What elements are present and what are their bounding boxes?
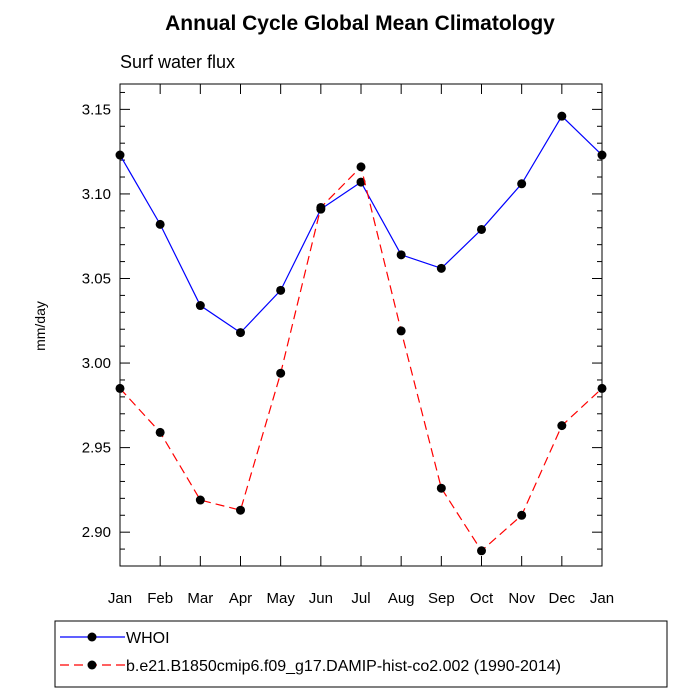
series-0-point: [557, 111, 567, 121]
x-tick-label: Jul: [351, 590, 370, 607]
series-1-point: [316, 202, 326, 212]
series-0-point: [115, 150, 125, 160]
series-0-point: [356, 177, 366, 187]
series-line-1: [119, 165, 603, 552]
y-tick-label: 3.05: [82, 270, 111, 287]
series-0-point: [436, 263, 446, 273]
y-tick-label: 3.15: [82, 101, 111, 118]
x-tick-label: Apr: [229, 590, 252, 607]
x-tick-label: Dec: [548, 590, 575, 607]
y-tick-label: 3.00: [82, 355, 111, 372]
legend-marker-0: [87, 632, 97, 642]
legend-label-1: b.e21.B1850cmip6.f09_g17.DAMIP-hist-co2.…: [126, 658, 561, 675]
legend-marker-1: [87, 660, 97, 670]
series-1-point: [276, 368, 286, 378]
series-0-point: [597, 150, 607, 160]
series-0-point: [236, 328, 245, 338]
series-1-point: [597, 383, 607, 393]
series-1-point: [356, 162, 366, 172]
series-1-point: [195, 495, 205, 505]
x-tick-label: May: [266, 590, 295, 607]
x-tick-label: Sep: [428, 590, 455, 607]
plot-area: [119, 83, 603, 567]
y-tick-label: 2.95: [82, 440, 111, 457]
series-1-point: [517, 510, 527, 520]
chart-subtitle: Surf water flux: [120, 52, 235, 72]
series-1-point: [436, 483, 446, 493]
series-1-point: [155, 427, 165, 437]
series-0-point: [276, 285, 286, 295]
y-tick-label: 3.10: [82, 186, 111, 203]
x-tick-label: Jun: [309, 590, 333, 607]
axes: 2.90 2.95 3.00 3.05 3.10 3.15 Jan Feb Mar Apr May J…: [82, 84, 614, 607]
x-tick-label: Nov: [508, 590, 535, 607]
series-0-point: [517, 179, 527, 189]
series-1-point: [557, 421, 567, 431]
series-0-point: [195, 301, 205, 311]
y-axis-label: mm/day: [32, 301, 48, 351]
series-0-point: [477, 224, 486, 234]
series-line-0: [119, 115, 603, 334]
legend-box: [54, 620, 668, 688]
x-tick-label: Jan: [590, 590, 614, 607]
series-0-point: [155, 219, 165, 229]
y-tick-label: 2.90: [82, 524, 111, 541]
x-tick-label: Oct: [470, 590, 494, 607]
chart-title: Annual Cycle Global Mean Climatology: [165, 12, 555, 35]
x-tick-label: Jan: [108, 590, 132, 607]
legend-label-0: WHOI: [126, 630, 170, 647]
x-tick-label: Mar: [187, 590, 213, 607]
series-layer: [115, 111, 607, 556]
x-tick-label: Aug: [388, 590, 415, 607]
series-1-point: [396, 326, 406, 336]
series-1-point: [236, 505, 245, 515]
series-1-point: [115, 383, 125, 393]
series-0-point: [396, 250, 406, 260]
legend: WHOI b.e21.B1850cmip6.f09_g17.DAMIP-hist-…: [54, 620, 668, 688]
x-tick-label: Feb: [147, 590, 173, 607]
series-1-point: [477, 546, 486, 556]
